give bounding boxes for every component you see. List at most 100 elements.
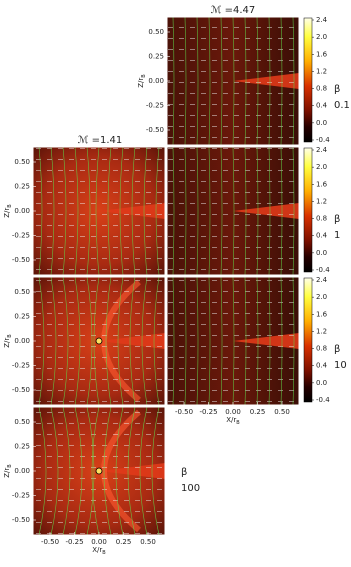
field-line [127, 406, 136, 536]
field-line [268, 276, 271, 406]
field-line [220, 16, 223, 146]
colorbar-tick-label: 1.6 [316, 310, 328, 318]
field-line [93, 276, 100, 406]
field-line [292, 276, 295, 406]
field-line [256, 16, 259, 146]
velocity-field [167, 147, 299, 275]
x-axis-label-main: X/r [226, 416, 236, 424]
colorbar-tick-label: 2.4 [316, 146, 328, 154]
colorbar-tick-label: 0.4 [316, 362, 328, 370]
y-axis-label: Z/rB [3, 464, 13, 478]
colorbar-tick-label: 0.4 [316, 102, 328, 110]
field-line [143, 146, 148, 276]
y-tick-label: 0.00 [148, 77, 164, 85]
field-line [220, 146, 223, 276]
y-tick-label: 0.00 [14, 207, 30, 215]
beta-value: 10 [334, 360, 347, 371]
field-line [208, 16, 211, 146]
field-line [74, 276, 81, 406]
x-tick-label: 0.25 [116, 538, 132, 546]
colorbar-tick-label: 2.0 [316, 293, 327, 301]
field-line [62, 146, 67, 276]
y-tick-label: -0.25 [12, 362, 30, 370]
field-line [196, 146, 199, 276]
field-line [74, 146, 79, 276]
column-title: ℳ =1.41 [78, 135, 123, 146]
field-line [62, 276, 69, 406]
field-line [119, 146, 124, 276]
field-line [131, 146, 136, 276]
velocity-field [167, 277, 299, 405]
x-tick-label: 0.25 [250, 408, 266, 416]
y-axis-label-main: Z/r [3, 208, 11, 218]
x-tick-label: 0.00 [91, 538, 107, 546]
colorbar-tick-label: -0.4 [316, 136, 330, 144]
y-axis-label-sub: B [7, 334, 13, 338]
field-line [117, 276, 124, 406]
colorbar-tick-label: 2.4 [316, 16, 328, 24]
x-tick-label: 0.00 [225, 408, 241, 416]
field-line [220, 276, 223, 406]
field-line [292, 16, 295, 146]
field-line [232, 16, 235, 146]
velocity-field [33, 407, 165, 535]
x-tick-label: 0.50 [274, 408, 290, 416]
y-tick-label: 0.25 [14, 183, 30, 191]
beta-symbol: β [334, 214, 340, 225]
colorbar-tick-label: 2.0 [316, 33, 327, 41]
panel [32, 406, 166, 536]
field-line [244, 16, 247, 146]
field-line [153, 276, 160, 406]
x-tick-label: 0.50 [140, 538, 156, 546]
x-axis-label-sub: B [102, 550, 106, 556]
colorbar-tick-label: 0.8 [316, 85, 327, 93]
field-line [50, 146, 55, 276]
panel [32, 146, 166, 276]
field-line [172, 146, 175, 276]
x-axis-label-main: X/r [92, 546, 102, 554]
x-axis-label: X/rB [92, 546, 106, 556]
field-line [184, 276, 187, 406]
beta-value: 0.1 [334, 100, 350, 111]
field-line [256, 146, 259, 276]
colorbar-tick-label: 0.4 [316, 232, 328, 240]
panel [166, 276, 300, 406]
colorbar-tick-label: 0.0 [316, 379, 327, 387]
y-axis-label-main: Z/r [3, 468, 11, 478]
y-tick-label: -0.25 [12, 492, 30, 500]
colorbar-tick-label: 2.4 [316, 276, 328, 284]
field-line [151, 406, 160, 536]
field-line [172, 276, 175, 406]
field-line [184, 16, 187, 146]
y-tick-label: 0.25 [148, 53, 164, 61]
panel [166, 16, 300, 146]
beta-symbol: β [181, 467, 187, 478]
field-line [268, 146, 271, 276]
colorbar-tick-label: 1.6 [316, 50, 328, 58]
colorbar-tick-label: 1.2 [316, 197, 327, 205]
y-tick-label: 0.50 [14, 158, 30, 166]
field-line [244, 276, 247, 406]
y-tick-label: 0.50 [14, 288, 30, 296]
field-line [141, 276, 148, 406]
field-line [74, 406, 83, 536]
field-line [107, 146, 112, 276]
field-line [129, 276, 136, 406]
y-tick-label: -0.50 [146, 126, 164, 134]
field-line [95, 146, 100, 276]
field-line [38, 406, 47, 536]
x-tick-label: -0.25 [65, 538, 83, 546]
velocity-field [33, 147, 165, 275]
y-tick-label: 0.00 [14, 467, 30, 475]
field-line [196, 276, 199, 406]
field-line [184, 146, 187, 276]
field-line [86, 406, 95, 536]
colorbar-tick-label: 0.8 [316, 215, 327, 223]
field-line [292, 146, 295, 276]
panel [166, 146, 300, 276]
y-axis-label-main: Z/r [137, 78, 145, 88]
colorbar-tick-label: 2.0 [316, 163, 327, 171]
field-line [268, 16, 271, 146]
y-axis-label-sub: B [141, 74, 147, 78]
colorbar-tick-label: 1.2 [316, 327, 327, 335]
